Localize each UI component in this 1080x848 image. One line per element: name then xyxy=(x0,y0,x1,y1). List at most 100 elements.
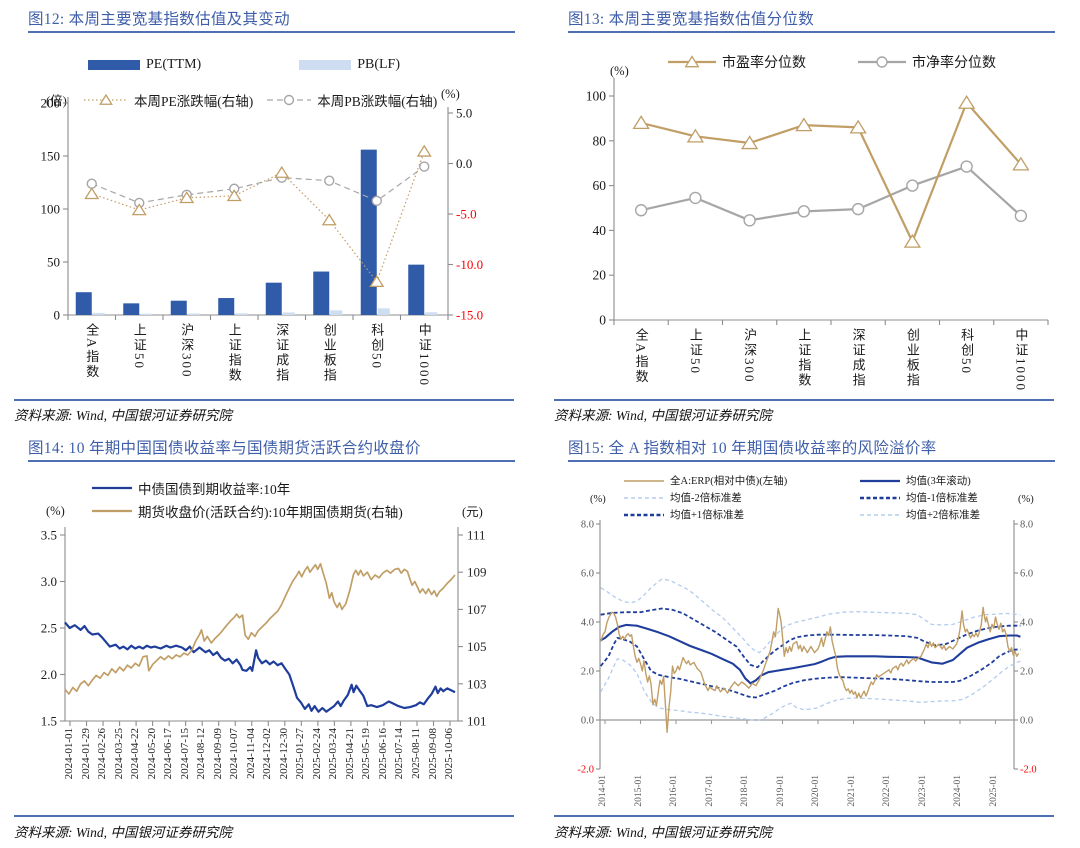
series-dash-bold xyxy=(600,607,1021,669)
left-axis-unit: (%) xyxy=(590,494,606,505)
legend-row: PE(TTM) PB(LF) xyxy=(88,57,400,73)
legend-label: 全A:ERP(相对中债)(左轴) xyxy=(670,476,788,487)
svg-text:100: 100 xyxy=(41,202,61,217)
pe-bar xyxy=(265,282,282,315)
svg-text:40: 40 xyxy=(593,223,607,238)
legend-item: 本周PE涨跌幅(右轴) xyxy=(84,90,253,110)
legend-label: 市净率分位数 xyxy=(912,56,996,71)
panel-fig14: 图14: 10 年期中国国债收益率与国债期货活跃合约收盘价 中债国债到期收益率:… xyxy=(0,424,540,848)
svg-text:6.0: 6.0 xyxy=(581,569,594,580)
svg-text:3.5: 3.5 xyxy=(41,528,57,543)
svg-text:109: 109 xyxy=(467,565,487,580)
svg-text:0.0: 0.0 xyxy=(581,716,594,727)
legend-label: 本周PE涨跌幅(右轴) xyxy=(134,94,254,109)
legend-label: 均值(3年滚动) xyxy=(906,476,971,487)
pb-bar xyxy=(425,312,438,315)
right-axis-unit: (元) xyxy=(462,505,483,519)
legend-label: 中债国债到期收益率:10年 xyxy=(138,482,291,497)
series-solid-thin xyxy=(600,606,1020,733)
svg-text:100: 100 xyxy=(586,89,607,104)
bottom-rule xyxy=(554,815,1054,817)
svg-text:107: 107 xyxy=(467,602,487,617)
pb-bar xyxy=(140,313,153,315)
circle-series xyxy=(640,165,1022,222)
svg-text:50: 50 xyxy=(47,255,60,270)
left-axis-unit: (倍) xyxy=(46,94,67,108)
change-lines xyxy=(84,144,432,287)
legend-label: 均值-2倍标准差 xyxy=(670,493,742,504)
pe-bar xyxy=(313,271,330,315)
pb-bar xyxy=(92,312,105,315)
plot: 3.5 3.0 2.5 2.0 1.5 111 109 107 105 103 101 xyxy=(41,527,487,729)
source-note: 资料来源: Wind, 中国银河证券研究院 xyxy=(554,825,772,840)
title-rule xyxy=(28,460,515,462)
pb-bar xyxy=(282,312,295,315)
plot: 200 150 100 50 0 5.0 0.0 -5.0 -10.0 -15.0 xyxy=(41,96,484,323)
figure-title: 图12: 本周主要宽基指数估值及其变动 xyxy=(28,11,290,28)
chart-fig14-bond-yield: 3.5 3.0 2.5 2.0 1.5 111 109 107 105 103 101 xyxy=(41,527,487,729)
svg-text:6.0: 6.0 xyxy=(1020,569,1033,580)
svg-text:-2.0: -2.0 xyxy=(1020,765,1037,776)
y-axis-unit: (%) xyxy=(610,64,629,78)
chart-fig15-erp: 8.0 6.0 4.0 2.0 0.0 -2.0 8.0 6.0 4.0 2.0 0.0 -2.0 xyxy=(577,520,1037,776)
figure-title: 图15: 全 A 指数相对 10 年期国债收益率的风险溢价率 xyxy=(568,440,937,457)
series-line xyxy=(64,562,456,695)
svg-text:0.0: 0.0 xyxy=(456,156,472,171)
svg-text:2.0: 2.0 xyxy=(41,667,57,682)
svg-text:4.0: 4.0 xyxy=(1020,618,1033,629)
pb-bar xyxy=(235,313,248,315)
legend-item: 全A:ERP(相对中债)(左轴) xyxy=(624,473,860,488)
svg-text:2.0: 2.0 xyxy=(1020,667,1033,678)
svg-text:0.0: 0.0 xyxy=(1020,716,1033,727)
svg-text:2.5: 2.5 xyxy=(41,621,57,636)
series-dash-bold xyxy=(599,636,1021,699)
svg-text:105: 105 xyxy=(467,639,487,654)
svg-text:111: 111 xyxy=(467,528,486,543)
legend-label: 均值-1倍标准差 xyxy=(906,493,978,504)
figure-title: 图14: 10 年期中国国债收益率与国债期货活跃合约收盘价 xyxy=(28,440,421,457)
legend-item: 本周PB涨跌幅(右轴) xyxy=(267,90,437,110)
series-dash-light xyxy=(600,578,1021,654)
pb-bar xyxy=(187,313,200,315)
svg-text:0: 0 xyxy=(599,313,606,328)
svg-text:103: 103 xyxy=(467,676,487,691)
legend-label: 本周PB涨跌幅(右轴) xyxy=(317,94,438,109)
figure-title: 图13: 本周主要宽基指数估值分位数 xyxy=(568,11,815,28)
legend-row: 本周PE涨跌幅(右轴) 本周PB涨跌幅(右轴) xyxy=(84,90,437,110)
pe-bar xyxy=(408,264,425,315)
series-solid xyxy=(600,623,1021,685)
svg-text:60: 60 xyxy=(593,178,607,193)
svg-text:200: 200 xyxy=(41,96,61,111)
pe-bar xyxy=(218,298,235,315)
svg-text:150: 150 xyxy=(41,149,61,164)
svg-text:5.0: 5.0 xyxy=(456,106,472,121)
svg-text:-10.0: -10.0 xyxy=(456,257,483,272)
right-axis-unit: (%) xyxy=(441,87,460,101)
legend-label: 市盈率分位数 xyxy=(722,56,806,71)
legend-column: 中债国债到期收益率:10年 期货收盘价(活跃合约):10年期国债期货(右轴) xyxy=(92,478,403,521)
legend-row: 市盈率分位数 市净率分位数 xyxy=(668,52,996,72)
pe-bar xyxy=(75,292,92,315)
legend-label: PB(LF) xyxy=(357,57,401,72)
legend-item: 均值-2倍标准差 xyxy=(624,490,860,505)
svg-text:1.5: 1.5 xyxy=(41,714,57,729)
panel-fig15: 图15: 全 A 指数相对 10 年期国债收益率的风险溢价率 全A:ERP(相对… xyxy=(540,424,1080,848)
legend-item: 均值+2倍标准差 xyxy=(860,507,1040,522)
source-note: 资料来源: Wind, 中国银河证券研究院 xyxy=(14,408,232,423)
title-rule xyxy=(568,460,1055,462)
svg-text:3.0: 3.0 xyxy=(41,574,57,589)
series-line xyxy=(64,621,456,713)
pb-bar xyxy=(330,310,343,315)
legend-item: 均值(3年滚动) xyxy=(860,473,1040,488)
svg-text:8.0: 8.0 xyxy=(1020,520,1033,531)
plot: 100 80 60 40 20 0 xyxy=(586,78,1049,328)
svg-text:8.0: 8.0 xyxy=(581,520,594,531)
bottom-rule xyxy=(554,399,1054,401)
legend-label: 均值+1倍标准差 xyxy=(670,510,745,521)
legend-item: 均值+1倍标准差 xyxy=(624,507,860,522)
legend-item: PE(TTM) xyxy=(88,57,201,73)
series-dash-light xyxy=(600,658,1021,722)
legend-label: 均值+2倍标准差 xyxy=(906,510,981,521)
pe-bar xyxy=(123,303,140,315)
